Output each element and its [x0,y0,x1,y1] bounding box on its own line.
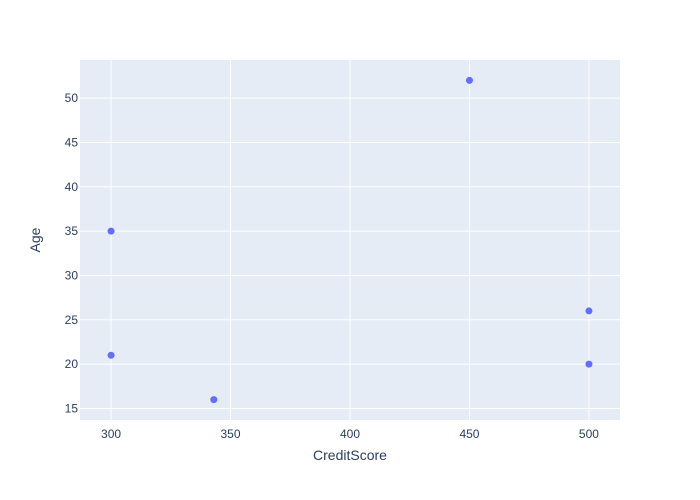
y-axis-ticks: 15 20 25 30 35 40 45 50 [65,91,79,415]
x-axis-ticks: 300 350 400 450 500 [101,427,599,441]
x-tick-label: 300 [101,427,121,441]
scatter-point [585,307,593,315]
y-tick-label: 45 [65,135,79,149]
y-tick-label: 25 [65,313,79,327]
scatter-point [585,360,593,368]
data-points [107,76,593,404]
x-tick-label: 400 [340,427,360,441]
scatter-point [107,227,115,235]
x-axis-title: CreditScore [313,447,387,463]
y-tick-label: 50 [65,91,79,105]
x-tick-label: 450 [459,427,479,441]
x-tick-label: 500 [579,427,599,441]
y-tick-label: 35 [65,224,79,238]
x-tick-label: 350 [221,427,241,441]
y-tick-label: 20 [65,357,79,371]
grid-lines [80,60,620,420]
scatter-point [210,396,218,404]
y-axis-title: Age [27,227,43,252]
y-tick-label: 15 [65,401,79,415]
y-tick-label: 40 [65,180,79,194]
scatter-point [107,351,115,359]
scatter-point [465,76,473,84]
y-tick-label: 30 [65,268,79,282]
